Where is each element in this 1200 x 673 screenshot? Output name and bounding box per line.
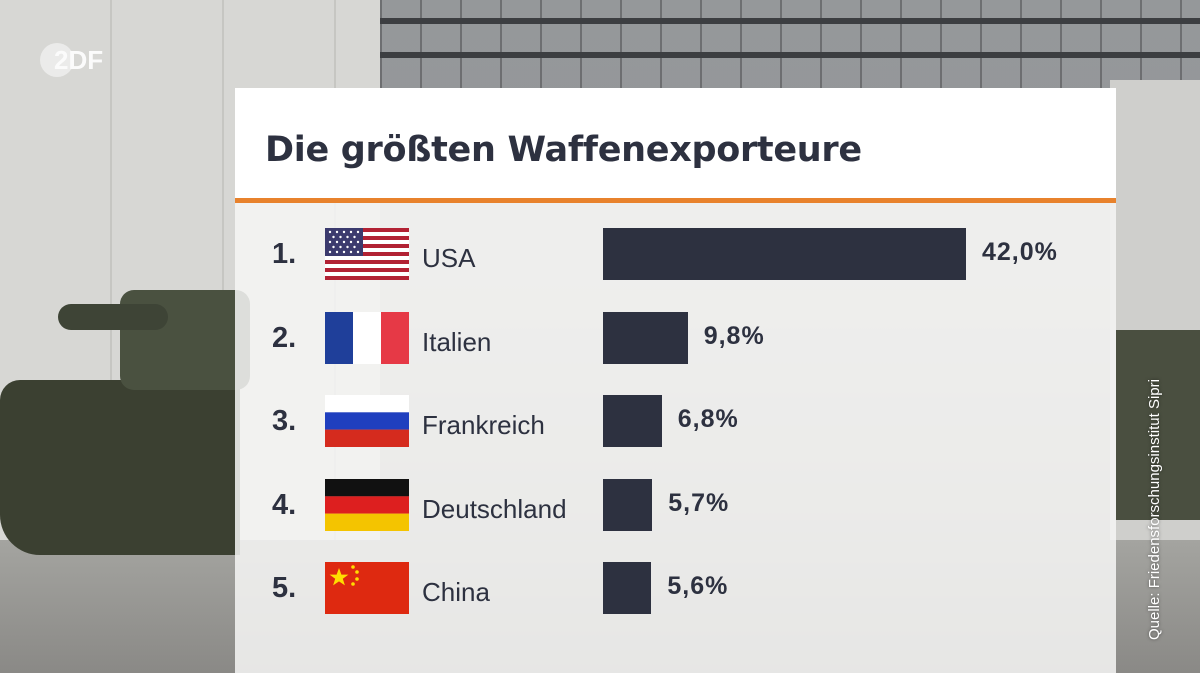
rank-label: 4. (272, 488, 297, 521)
tank-right (1116, 330, 1200, 520)
rank-label: 2. (272, 321, 297, 354)
country-label: USA (422, 243, 476, 273)
bar (603, 228, 966, 280)
chart-row: 5. China 5,6% (235, 560, 1116, 616)
title-box: Die größten Waffenexporteure (235, 88, 1116, 203)
hall-ceiling (380, 0, 1200, 90)
value-label: 5,6% (667, 572, 729, 600)
country-label: Frankreich (422, 410, 545, 440)
chart-title: Die größten Waffenexporteure (265, 130, 862, 170)
country-label: Italien (422, 326, 492, 357)
country-label: China (422, 577, 490, 607)
china-flag (325, 562, 409, 614)
ceiling-beam (380, 18, 1200, 24)
tank-gun (58, 304, 168, 330)
chart-row: 2. Italien 9,8% (235, 310, 1116, 366)
rank-label: 3. (272, 405, 297, 437)
value-label: 5,7% (668, 488, 730, 517)
value-label: 9,8% (703, 321, 765, 350)
logo-text: 2DF (54, 44, 104, 75)
bar (603, 311, 688, 364)
chart-panel: Die größten Waffenexporteure 1. USA 42,0% 2… (235, 88, 1116, 673)
value-label: 6,8% (677, 405, 739, 433)
bar (603, 562, 652, 614)
russia-flag (325, 395, 409, 447)
value-label: 42,0% (982, 238, 1058, 266)
rank-label: 5. (272, 572, 297, 604)
bar (603, 395, 662, 447)
tank-hull (0, 380, 240, 555)
chart-row: 3. Frankreich 6,8% (235, 393, 1116, 449)
usa-flag (325, 228, 409, 280)
bar (603, 478, 653, 531)
ceiling-beam (380, 52, 1200, 58)
rank-label: 1. (272, 238, 297, 270)
chart-row: 1. USA 42,0% (235, 226, 1116, 282)
country-label: Deutschland (422, 493, 567, 524)
source-note: Quelle: Friedensforschungsinstitut Sipri (1146, 379, 1163, 640)
zdf-logo: 2DF (40, 40, 124, 80)
logo-ring (40, 43, 74, 77)
france-flag (325, 312, 409, 364)
chart-row: 4. Deutschland 5,7% (235, 477, 1116, 533)
germany-flag (325, 479, 409, 531)
